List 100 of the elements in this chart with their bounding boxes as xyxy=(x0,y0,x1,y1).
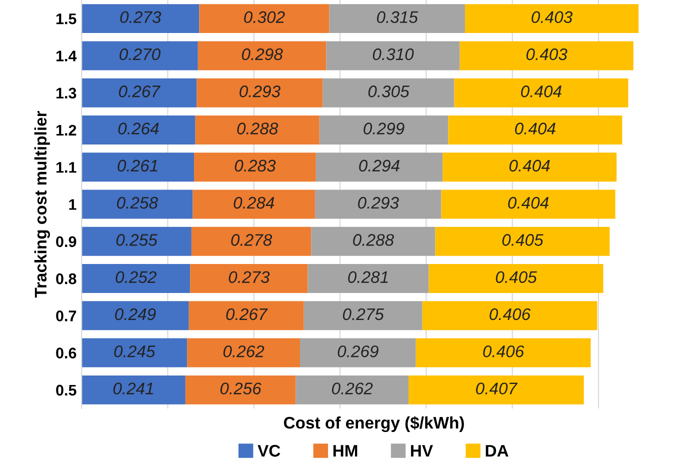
bar xyxy=(326,41,460,70)
bar xyxy=(329,4,465,34)
bar xyxy=(198,41,326,70)
data-label: 0.406 xyxy=(490,308,531,320)
bar xyxy=(435,226,610,256)
y-tick-label: 1.1 xyxy=(56,162,76,173)
data-label: 0.267 xyxy=(226,308,268,320)
y-axis-title: Tracking cost multiplier xyxy=(34,110,50,298)
y-tick-label: 1.5 xyxy=(56,14,76,24)
data-label: 0.258 xyxy=(117,196,158,209)
y-tick-label: 0.5 xyxy=(56,384,76,396)
legend-label: HV xyxy=(411,445,433,457)
bar xyxy=(308,264,429,294)
bar xyxy=(448,115,622,144)
data-label: 0.283 xyxy=(234,160,276,172)
bar xyxy=(460,41,634,70)
bar xyxy=(296,375,409,404)
legend-label: DA xyxy=(486,445,508,457)
bar xyxy=(190,264,308,294)
bar xyxy=(311,226,436,256)
bar xyxy=(199,4,330,34)
data-label: 0.278 xyxy=(231,234,272,246)
bar xyxy=(300,338,416,368)
data-label: 0.284 xyxy=(234,196,274,209)
data-label: 0.298 xyxy=(242,48,283,60)
data-label: 0.404 xyxy=(508,196,549,209)
y-tick-label: 1.4 xyxy=(56,50,77,62)
data-label: 0.281 xyxy=(348,271,388,283)
bar xyxy=(464,4,639,34)
data-label: 0.403 xyxy=(526,48,568,60)
data-label: 0.403 xyxy=(532,11,572,24)
bar xyxy=(196,78,323,108)
data-label: 0.404 xyxy=(509,160,550,172)
bar xyxy=(82,4,200,34)
data-label: 0.405 xyxy=(502,234,544,246)
data-label: 0.255 xyxy=(116,234,158,246)
y-tick-label: 0.9 xyxy=(56,236,76,248)
data-label: 0.262 xyxy=(332,382,373,394)
data-label: 0.288 xyxy=(353,234,394,246)
bar xyxy=(192,190,316,219)
bar xyxy=(315,190,442,219)
data-label: 0.252 xyxy=(116,271,156,283)
data-label: 0.262 xyxy=(223,345,264,358)
data-label: 0.406 xyxy=(483,345,524,358)
data-label: 0.404 xyxy=(521,86,562,98)
y-tick-label: 1.2 xyxy=(56,124,76,136)
bar xyxy=(187,338,300,368)
data-label: 0.270 xyxy=(120,48,160,60)
data-label: 0.267 xyxy=(118,86,160,98)
bar xyxy=(82,338,188,368)
y-tick-label: 0.6 xyxy=(56,348,76,358)
data-label: 0.299 xyxy=(364,122,404,134)
y-tick-label: 0.8 xyxy=(56,273,76,284)
bar xyxy=(82,375,186,404)
data-label: 0.241 xyxy=(113,382,153,394)
data-label: 0.305 xyxy=(368,86,410,98)
data-label: 0.273 xyxy=(228,271,270,283)
data-label: 0.264 xyxy=(118,122,159,134)
bar xyxy=(319,115,448,144)
data-label: 0.288 xyxy=(237,122,278,134)
data-label: 0.407 xyxy=(476,382,518,394)
bar xyxy=(408,375,584,404)
data-label: 0.293 xyxy=(358,196,399,209)
bar xyxy=(441,190,616,219)
data-label: 0.256 xyxy=(220,382,262,394)
data-label: 0.315 xyxy=(376,11,418,24)
data-label: 0.245 xyxy=(114,345,156,358)
bar xyxy=(82,301,189,330)
bar xyxy=(188,301,304,330)
bar xyxy=(82,78,197,108)
bar xyxy=(454,78,628,108)
data-label: 0.249 xyxy=(115,308,156,320)
data-label: 0.310 xyxy=(372,48,414,60)
bar xyxy=(322,78,454,108)
data-label: 0.293 xyxy=(240,86,280,98)
x-axis-title: Cost of energy ($/kWh) xyxy=(284,416,464,432)
bar xyxy=(82,152,194,182)
bar xyxy=(82,190,193,219)
data-label: 0.405 xyxy=(496,271,537,283)
bar xyxy=(422,301,598,330)
bar xyxy=(82,226,192,256)
data-label: 0.261 xyxy=(118,160,158,172)
legend-label: VC xyxy=(258,444,280,457)
data-label: 0.302 xyxy=(244,11,285,24)
data-label: 0.294 xyxy=(359,160,400,172)
y-tick-label: 0.7 xyxy=(56,310,76,322)
y-tick-label: 1.3 xyxy=(56,88,76,99)
bar xyxy=(195,115,320,144)
bar xyxy=(304,301,422,330)
bar xyxy=(185,375,296,404)
bar xyxy=(416,338,591,368)
bar xyxy=(442,152,617,182)
data-label: 0.269 xyxy=(338,345,378,358)
data-label: 0.273 xyxy=(120,11,162,24)
bar xyxy=(316,152,443,182)
bar xyxy=(82,115,196,144)
bar xyxy=(194,152,316,182)
legend-label: HM xyxy=(333,445,358,457)
bar xyxy=(82,41,198,70)
bar xyxy=(82,264,190,294)
